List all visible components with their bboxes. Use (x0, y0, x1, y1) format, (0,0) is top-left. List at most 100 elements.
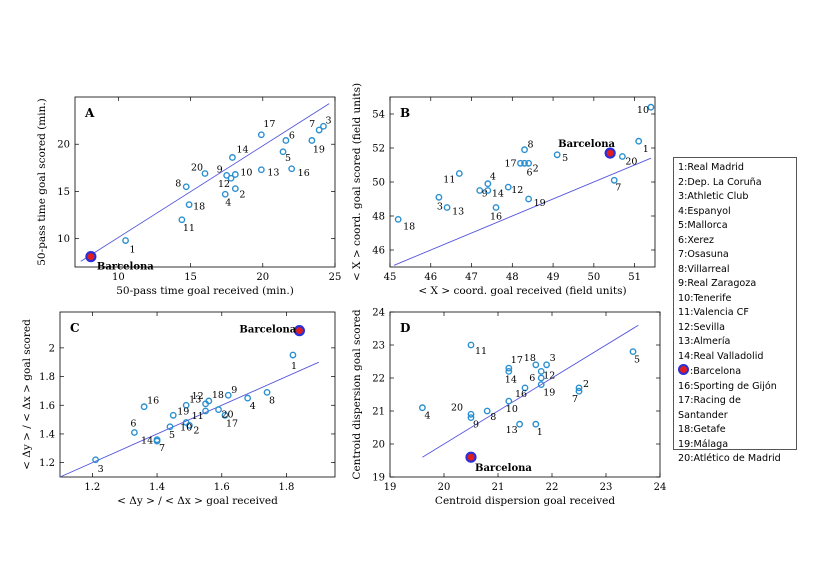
x-tick-label: 19 (384, 482, 397, 493)
y-tick-label: 48 (372, 212, 385, 223)
data-label: 1 (537, 427, 543, 438)
data-point (308, 137, 316, 144)
data-point (537, 374, 545, 382)
data-label: 4 (490, 172, 496, 183)
x-tick-label: 21 (492, 482, 505, 493)
data-point (543, 361, 550, 369)
data-label: 4 (225, 197, 231, 208)
data-label: 8 (175, 179, 181, 190)
legend-item-label: 3:Athletic Club (678, 191, 749, 202)
data-label: 3 (325, 115, 331, 126)
data-point (521, 146, 528, 154)
data-point (394, 215, 402, 223)
data-label: 13 (189, 394, 201, 405)
y-tick-label: 50 (372, 178, 385, 189)
data-point (484, 187, 492, 194)
legend-item-label: 5:Mallorca (678, 220, 728, 231)
data-point (229, 154, 236, 161)
data-point (647, 103, 655, 111)
legend-item: 19:Málaga (678, 438, 792, 453)
data-label: 17 (511, 355, 523, 366)
data-point (153, 436, 161, 444)
y-tick-label: 10 (57, 234, 70, 245)
data-point (169, 411, 177, 419)
data-label: 9 (473, 420, 479, 431)
data-label-highlight: Barcelona (558, 139, 615, 150)
data-point (221, 190, 229, 198)
y-tick-label: 52 (372, 144, 385, 155)
legend-item: 10:Tenerife (678, 292, 792, 307)
y-axis-label: < Δy > / < Δx > goal scored (21, 319, 33, 470)
panel-c-scatter: 1.2 1.4 1.6 1.8 1.2 1.4 1.6 1.8 2 < Δy > / < Δx >… (21, 311, 336, 507)
data-point (257, 166, 265, 174)
y-tick-label: 1.4 (39, 429, 55, 440)
legend-item: 18:Getafe (678, 423, 792, 438)
data-point (182, 419, 190, 426)
y-tick-label: 21 (372, 407, 385, 418)
fit-line (393, 157, 652, 266)
data-label: 6 (527, 167, 533, 178)
legend-item: 7:Osasuna (678, 248, 792, 263)
panel-letter: B (400, 106, 410, 120)
legend-item: 17:Racing de Santander (678, 394, 792, 423)
data-point (224, 391, 232, 399)
data-point (122, 237, 129, 244)
data-point (279, 148, 287, 156)
data-point (92, 456, 99, 464)
data-point (182, 183, 190, 191)
data-point-highlight (85, 251, 97, 263)
data-label: 11 (475, 346, 487, 357)
data-point (525, 159, 533, 167)
data-point (635, 137, 643, 145)
legend-item: 11:Valencia CF (678, 306, 792, 321)
data-point (227, 174, 235, 182)
data-label: 18 (193, 202, 205, 213)
legend-item: 6:Xerez (678, 234, 792, 249)
data-point (140, 403, 148, 411)
x-tick-label: 20 (438, 482, 451, 493)
data-label: 20 (451, 402, 463, 413)
legend-item-label: 19:Málaga (678, 438, 729, 450)
legend-item-label: 9:Real Zaragoza (678, 278, 757, 289)
y-tick-label: 19 (372, 473, 385, 484)
data-point (467, 341, 475, 349)
data-label: 18 (212, 390, 224, 401)
data-point (244, 394, 252, 402)
data-label: 6 (289, 130, 295, 141)
data-label: 2 (533, 163, 539, 174)
data-label: 19 (177, 406, 189, 417)
data-label: 19 (543, 388, 555, 399)
data-label: 11 (192, 411, 204, 422)
data-point (610, 176, 618, 184)
x-tick-label: 50 (587, 272, 600, 283)
x-axis-label: Centroid dispersion goal received (435, 495, 615, 507)
data-point (131, 429, 138, 436)
plot-frame (59, 311, 336, 478)
data-label: 1 (130, 245, 136, 256)
team-legend: 1:Real Madrid 2:Dep. La Coruña 3:Athletic … (673, 157, 797, 464)
panel-letter: C (70, 321, 80, 335)
data-label: 1 (291, 361, 297, 372)
data-label: 17 (226, 418, 238, 429)
legend-item: :Barcelona (678, 364, 792, 380)
data-label: 7 (159, 443, 165, 454)
data-point (435, 193, 443, 201)
data-label: 10 (180, 422, 192, 433)
data-label: 6 (130, 419, 136, 430)
x-tick-label: 46 (424, 272, 437, 283)
x-axis-label: < Δy > / < Δx > goal received (117, 495, 278, 507)
data-label: 20 (191, 163, 203, 174)
data-point (231, 171, 239, 178)
plot-frame (389, 311, 661, 478)
data-label-highlight: Barcelona (97, 262, 154, 273)
data-label: 8 (490, 412, 496, 423)
legend-item-label: 7:Osasuna (678, 249, 729, 260)
data-label: 17 (263, 119, 275, 130)
data-point (231, 185, 239, 193)
y-tick-label: 1.2 (39, 458, 55, 469)
data-label: 19 (534, 198, 546, 209)
